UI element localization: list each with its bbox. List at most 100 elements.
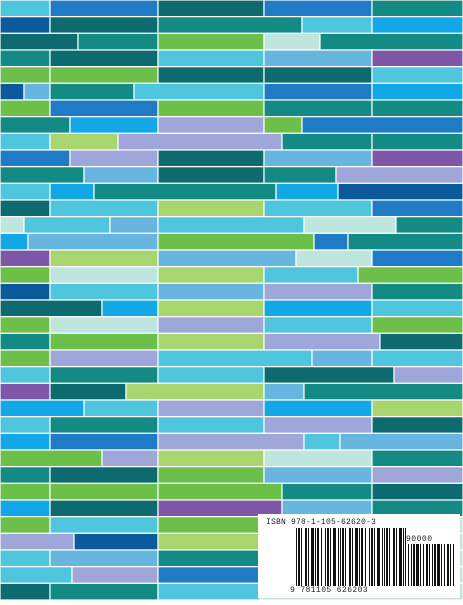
brick-16-4	[357, 266, 463, 284]
brick-25-3	[263, 416, 373, 434]
brick-13-1	[23, 216, 111, 234]
brick-6-4	[371, 99, 463, 118]
barcode-bar	[340, 528, 341, 586]
brick-9-3	[263, 149, 373, 168]
brick-1-0	[0, 16, 51, 34]
barcode-bar	[345, 528, 346, 586]
barcode-bar	[355, 528, 358, 586]
ean-digits: 9 781105 626203	[290, 586, 369, 595]
brick-17-1	[49, 282, 159, 301]
brick-25-0	[0, 416, 51, 434]
brick-13-2	[109, 216, 159, 234]
brick-2-2	[157, 32, 265, 51]
brick-2-4	[319, 32, 463, 51]
brick-28-0	[0, 466, 51, 484]
brick-23-2	[125, 382, 265, 401]
barcode-bar	[444, 544, 445, 586]
brick-10-0	[0, 166, 85, 184]
brick-21-4	[371, 349, 463, 368]
barcode-bar	[321, 528, 322, 586]
brick-2-3	[263, 32, 321, 51]
brick-13-4	[303, 216, 397, 234]
brick-31-2	[157, 516, 261, 534]
brick-14-0	[0, 232, 29, 251]
brick-30-1	[49, 499, 159, 518]
brick-6-1	[49, 99, 159, 118]
brick-3-3	[263, 49, 373, 68]
brick-28-4	[371, 466, 463, 484]
brick-27-0	[0, 449, 103, 468]
brick-16-1	[49, 266, 159, 284]
brick-35-0	[0, 582, 51, 601]
brick-20-4	[379, 332, 463, 351]
brick-24-3	[263, 399, 373, 418]
barcode-bar	[352, 528, 353, 586]
barcode-bar	[432, 544, 433, 586]
barcode-bar	[423, 544, 424, 586]
brick-12-1	[49, 199, 159, 218]
barcode-bar	[447, 544, 449, 586]
brick-12-4	[371, 199, 463, 218]
barcode-bar	[411, 544, 412, 586]
brick-24-2	[157, 399, 265, 418]
barcode-bar	[416, 544, 419, 586]
brick-7-1	[69, 116, 159, 134]
brick-26-4	[339, 432, 463, 451]
brick-27-1	[101, 449, 159, 468]
brick-4-2	[157, 66, 265, 84]
brick-11-2	[93, 182, 277, 201]
barcode-bar	[301, 528, 302, 586]
brick-8-3	[281, 132, 373, 151]
brick-29-1	[49, 482, 159, 501]
brick-0-4	[371, 0, 463, 18]
barcode-bar	[386, 528, 388, 586]
brick-4-4	[371, 66, 463, 84]
brick-18-2	[157, 299, 265, 318]
barcode-bar	[296, 528, 297, 586]
brick-22-4	[393, 366, 463, 384]
brick-15-2	[157, 249, 297, 268]
brick-17-4	[371, 282, 463, 301]
brick-3-1	[49, 49, 159, 68]
brick-8-1	[49, 132, 119, 151]
brick-32-2	[157, 532, 261, 551]
brick-16-0	[0, 266, 51, 284]
barcode-bar	[403, 528, 404, 586]
barcode-bar	[298, 528, 300, 586]
brick-6-0	[0, 99, 51, 118]
barcode-bar	[361, 528, 363, 586]
barcode-bar	[453, 544, 454, 586]
brick-34-2	[157, 566, 261, 584]
barcode-bar	[359, 528, 360, 586]
isbn-label: ISBN 978-1-105-62620-3	[266, 518, 377, 527]
brick-13-5	[395, 216, 463, 234]
brick-6-2	[157, 99, 265, 118]
brick-9-2	[157, 149, 265, 168]
brick-21-0	[0, 349, 51, 368]
brick-8-0	[0, 132, 51, 151]
brick-9-4	[371, 149, 463, 168]
brick-15-1	[49, 249, 159, 268]
brick-19-2	[157, 316, 265, 334]
brick-14-1	[27, 232, 159, 251]
barcode-bar	[408, 544, 409, 586]
barcode-bar	[374, 528, 375, 586]
barcode-bar	[317, 528, 319, 586]
brick-14-2	[157, 232, 315, 251]
brick-17-0	[0, 282, 51, 301]
brick-0-3	[263, 0, 373, 18]
brick-19-3	[263, 316, 373, 334]
brick-3-2	[157, 49, 265, 68]
brick-11-4	[337, 182, 463, 201]
brick-16-2	[157, 266, 265, 284]
brick-25-4	[371, 416, 463, 434]
brick-23-3	[263, 382, 305, 401]
brick-9-1	[69, 149, 159, 168]
brick-19-0	[0, 316, 51, 334]
brick-8-2	[117, 132, 283, 151]
brick-14-3	[313, 232, 349, 251]
brick-29-4	[371, 482, 463, 501]
barcode-bar	[349, 528, 351, 586]
brick-33-1	[49, 549, 159, 568]
